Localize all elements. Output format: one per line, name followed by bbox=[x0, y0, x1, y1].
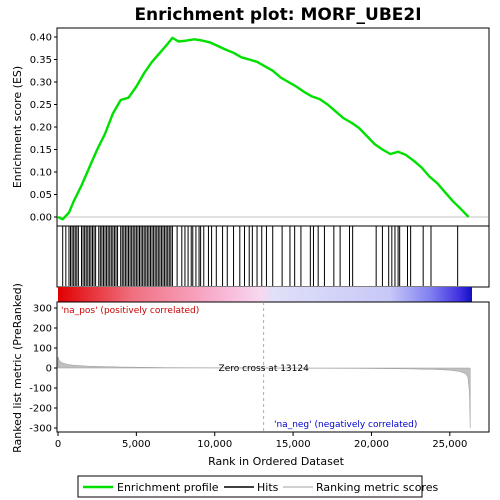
x-tick-label: 15,000 bbox=[276, 439, 311, 450]
es-y-axis-label: Enrichment score (ES) bbox=[11, 66, 24, 188]
x-tick-label: 25,000 bbox=[432, 439, 467, 450]
rank-color-bar bbox=[58, 287, 472, 302]
x-tick-label: 10,000 bbox=[197, 439, 232, 450]
metric-y-tick-label: 200 bbox=[33, 324, 52, 335]
es-y-tick-label: 0.10 bbox=[30, 168, 52, 179]
es-y-axis: 0.00 0.05 0.10 0.15 0.20 0.25 0.30 0.35 0.40 bbox=[30, 33, 57, 224]
legend: Enrichment profile Hits Ranking metric s… bbox=[77, 475, 438, 498]
es-y-tick-label: 0.40 bbox=[30, 33, 52, 44]
metric-y-axis-label: Ranked list metric (PreRanked) bbox=[11, 283, 24, 453]
x-tick-label: 20,000 bbox=[354, 439, 389, 450]
pos-correlated-label: 'na_pos' (positively correlated) bbox=[61, 306, 199, 316]
es-y-tick-label: 0.25 bbox=[30, 100, 52, 111]
legend-enrichment-label: Enrichment profile bbox=[117, 481, 219, 494]
zero-cross-label: Zero cross at 13124 bbox=[219, 364, 310, 374]
ranking-metric-area bbox=[57, 356, 471, 429]
neg-correlated-label: 'na_neg' (negatively correlated) bbox=[274, 420, 417, 430]
chart-title: Enrichment plot: MORF_UBE2I bbox=[134, 5, 421, 25]
es-y-tick-label: 0.30 bbox=[30, 78, 52, 89]
es-y-tick-label: 0.00 bbox=[30, 213, 52, 224]
metric-y-tick-label: 0 bbox=[46, 364, 52, 375]
x-tick-label: 0 bbox=[55, 439, 61, 450]
metric-y-tick-label: 100 bbox=[33, 344, 52, 355]
metric-y-tick-label: -200 bbox=[29, 404, 52, 415]
enrichment-profile-line bbox=[57, 36, 470, 221]
hit-markers bbox=[62, 226, 459, 286]
metric-y-axis: 300 200 100 0 -100 -200 -300 bbox=[29, 304, 57, 435]
legend-metric-label: Ranking metric scores bbox=[316, 481, 438, 494]
metric-y-tick-label: -300 bbox=[29, 424, 52, 435]
metric-y-tick-label: 300 bbox=[33, 304, 52, 315]
legend-hits-label: Hits bbox=[257, 481, 279, 494]
es-y-tick-label: 0.20 bbox=[30, 123, 52, 134]
x-tick-label: 5,000 bbox=[122, 439, 151, 450]
es-panel bbox=[56, 27, 490, 227]
x-axis-label: Rank in Ordered Dataset bbox=[208, 455, 345, 468]
x-axis: 0 5,000 10,000 15,000 20,000 25,000 bbox=[55, 432, 467, 450]
es-y-tick-label: 0.05 bbox=[30, 190, 52, 201]
metric-y-tick-label: -100 bbox=[29, 384, 52, 395]
es-y-tick-label: 0.15 bbox=[30, 145, 52, 156]
es-y-tick-label: 0.35 bbox=[30, 55, 52, 66]
